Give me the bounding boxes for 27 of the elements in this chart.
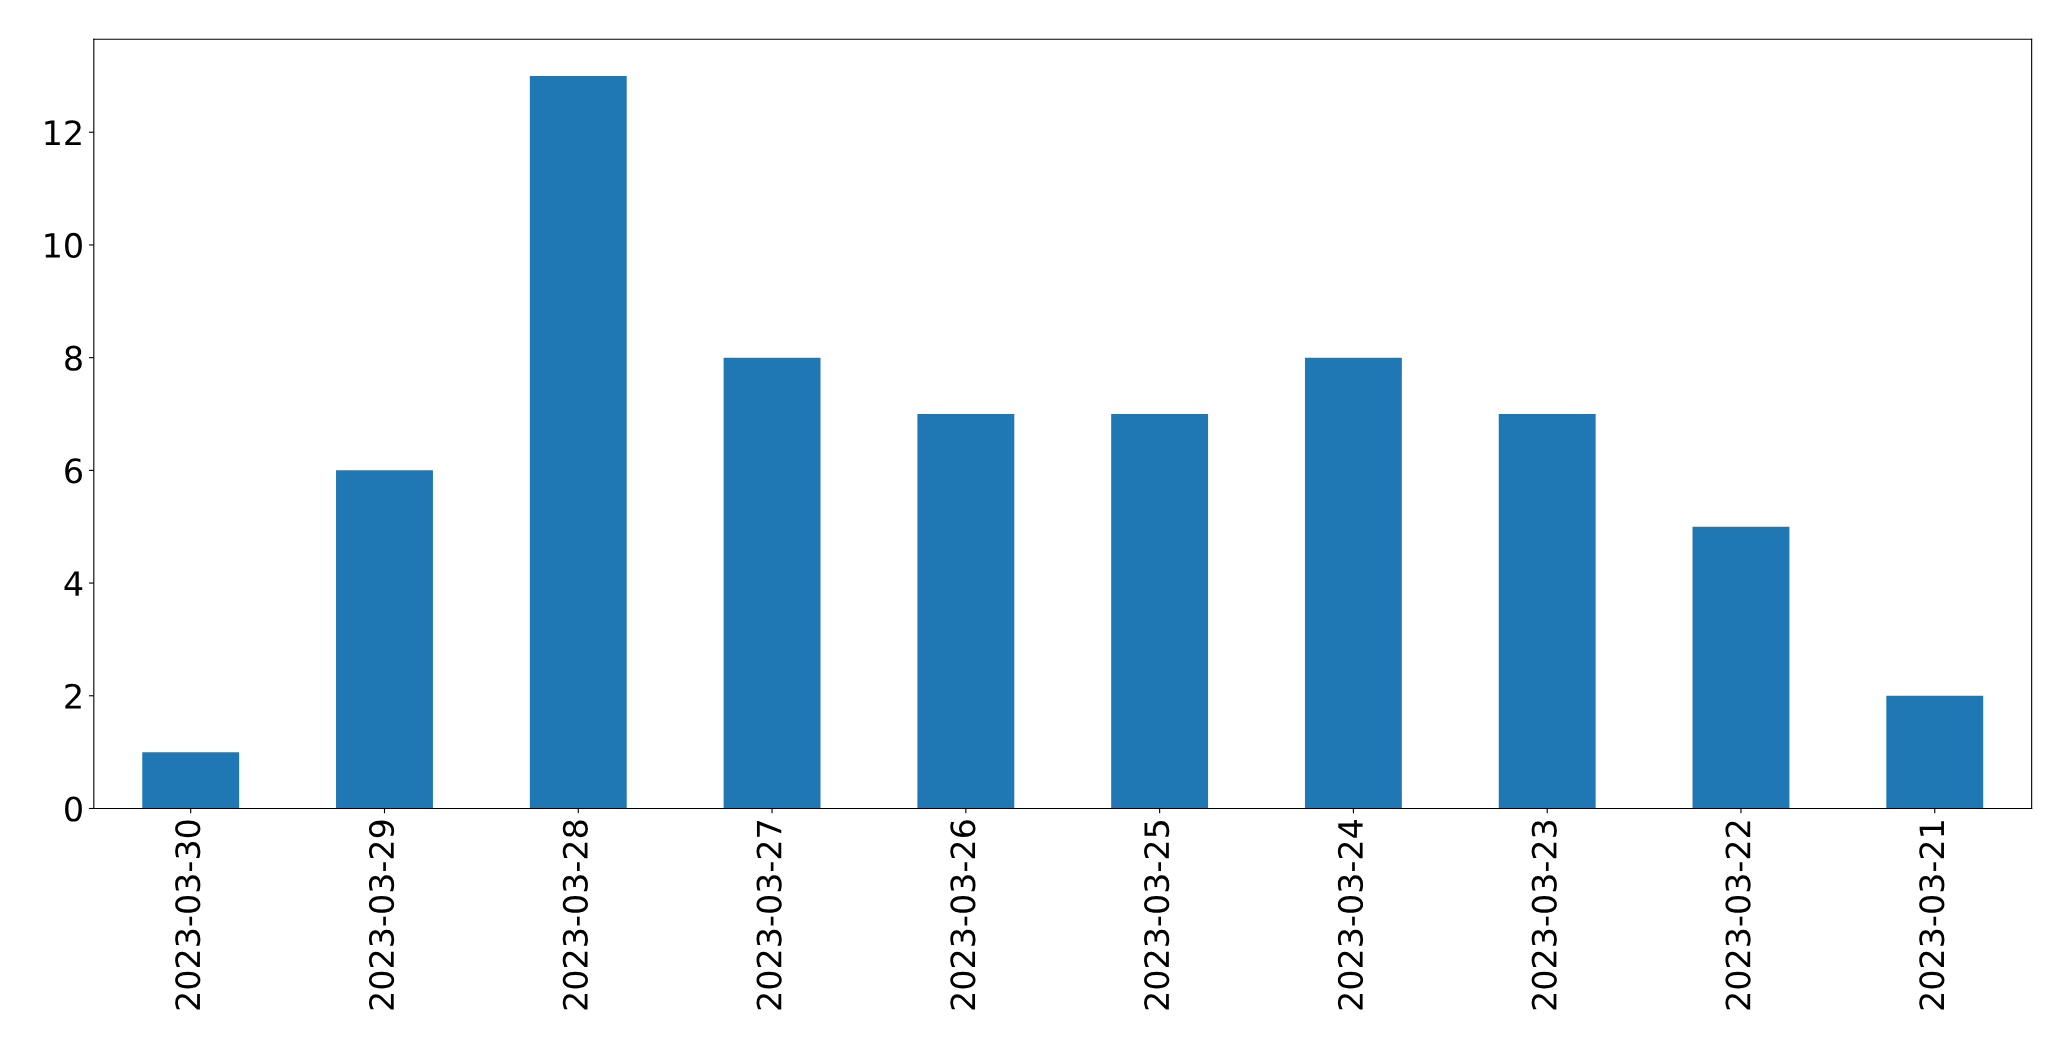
x-tick-label: 2023-03-26: [950, 820, 976, 1010]
bar: [1111, 414, 1209, 809]
bar: [1692, 526, 1790, 809]
x-tick-label: 2023-03-24: [1337, 820, 1364, 1010]
x-tick-label: 2023-03-23: [1531, 820, 1557, 1010]
y-tick-label: 10: [45, 232, 82, 259]
x-tick-label: 2023-03-22: [1725, 821, 1751, 1010]
x-tick-label: 2023-03-25: [1144, 821, 1170, 1010]
x-tick-label: 2023-03-30: [175, 820, 201, 1010]
y-tick-label: 12: [45, 120, 81, 145]
y-tick-label: 8: [65, 345, 82, 371]
bar: [1304, 357, 1402, 809]
bar: [723, 357, 821, 809]
y-tick-label: 2: [65, 683, 81, 709]
bar: [142, 752, 240, 809]
x-tick-label: 2023-03-27: [756, 821, 782, 1010]
bar: [529, 75, 627, 809]
bar: [1886, 695, 1984, 809]
y-tick-label: 6: [65, 458, 82, 484]
bar: [336, 470, 433, 809]
x-tick-label: 2023-03-28: [562, 820, 588, 1010]
bar: [1498, 414, 1596, 809]
y-tick-label: 4: [64, 571, 83, 596]
x-tick-label: 2023-03-21: [1919, 821, 1945, 1010]
y-tick-label: 0: [65, 796, 82, 822]
bar: [917, 414, 1015, 809]
x-tick-label: 2023-03-29: [368, 820, 395, 1010]
